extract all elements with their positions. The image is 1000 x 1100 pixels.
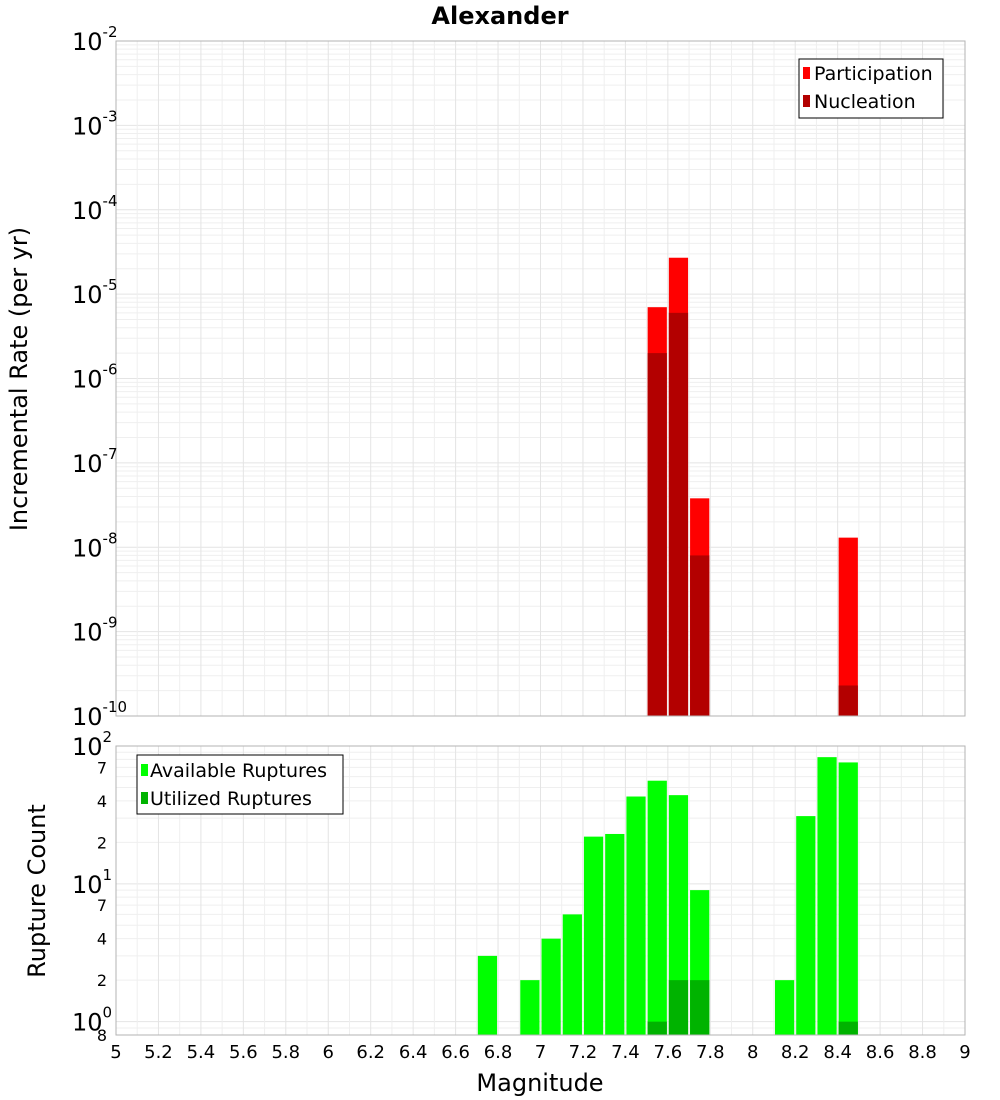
x-tick-label: 5.4 [187,1042,216,1063]
x-tick-label: 8.6 [866,1042,895,1063]
available-ruptures-bar [562,914,582,1035]
count-y-minor-tick-label: 7 [97,758,107,777]
count-y-minor-tick-label: 7 [97,896,107,915]
legend-label-available: Available Ruptures [150,760,327,782]
count-y-minor-tick-label: 4 [97,930,107,949]
rate-y-axis-label: Incremental Rate (per yr) [5,227,33,531]
available-ruptures-bar [520,980,540,1035]
nucleation-bar [690,555,710,716]
rate-y-tick-label: 10-7 [72,445,118,478]
utilized-ruptures-bar [690,980,710,1035]
legend-swatch-available [141,764,148,776]
x-tick-label: 8 [747,1042,758,1063]
rate-bars [647,257,858,716]
rate-y-tick-label: 10-5 [72,276,118,309]
rate-grid [115,41,966,717]
utilized-ruptures-bar [838,1021,858,1035]
x-tick-label: 7.6 [654,1042,683,1063]
chart-title: Alexander [431,2,568,30]
count-y-minor-tick-label: 4 [97,792,107,811]
count-y-tick-label: 101 [72,866,112,899]
count-legend-box [136,754,344,815]
utilized-ruptures-bar [647,1021,667,1035]
x-tick-label: 7 [535,1042,546,1063]
available-ruptures-bar [583,836,604,1035]
legend-label-participation: Participation [814,63,933,85]
nucleation-bar [668,312,689,716]
nucleation-bar [647,353,667,716]
x-tick-label: 6.8 [484,1042,513,1063]
rate-y-ticks: 10-10 10-9 10-8 10-7 10-6 10-5 10-4 10-3 10-2 [72,23,127,731]
legend-swatch-nucleation [803,95,810,107]
x-tick-label: 5 [110,1042,121,1063]
available-ruptures-bar [817,757,837,1035]
count-y-minor-tick-label: 2 [97,971,107,990]
legend-swatch-utilized [141,792,148,804]
x-tick-label: 6.6 [441,1042,470,1063]
available-ruptures-bar [541,938,561,1035]
count-y-axis-label: Rupture Count [23,804,51,978]
utilized-ruptures-bar [668,980,689,1035]
rate-y-tick-label: 10-6 [72,361,118,394]
rate-plot-border [115,40,966,717]
available-ruptures-bar [477,955,498,1035]
x-tick-label: 5.6 [229,1042,258,1063]
rate-legend-box [798,58,944,119]
rate-y-tick-label: 10-10 [72,698,127,731]
legend-label-utilized: Utilized Ruptures [150,788,312,810]
rate-y-tick-label: 10-3 [72,107,118,140]
x-tick-label: 5.8 [271,1042,300,1063]
x-tick-label: 8.4 [823,1042,852,1063]
count-legend: Available Ruptures Utilized Ruptures [136,754,344,815]
available-ruptures-bar [796,816,816,1035]
available-ruptures-bar [838,762,858,1035]
x-tick-label: 7.2 [569,1042,598,1063]
participation-bar [838,537,858,716]
count-y-minor-tick-label: 2 [97,833,107,852]
rate-y-tick-label: 10-2 [72,23,118,56]
count-bars [477,757,858,1035]
nucleation-bar [838,685,858,716]
available-ruptures-bar [668,795,689,1035]
count-plot-border [115,745,966,1036]
available-ruptures-bar [647,780,667,1035]
x-tick-label: 6 [323,1042,334,1063]
x-tick-label: 7.4 [611,1042,640,1063]
legend-label-nucleation: Nucleation [814,91,916,113]
legend-swatch-participation [803,67,810,79]
x-tick-label: 8.8 [908,1042,937,1063]
available-ruptures-bar [626,796,646,1035]
x-tick-label: 5.2 [144,1042,173,1063]
count-y-minor-tick-label: 8 [97,1026,107,1045]
x-tick-label: 6.4 [399,1042,428,1063]
x-tick-label: 6.2 [356,1042,385,1063]
x-tick-label: 8.2 [781,1042,810,1063]
rate-y-tick-label: 10-8 [72,529,118,562]
rate-y-tick-label: 10-4 [72,192,118,225]
count-y-tick-label: 102 [72,728,112,761]
rate-legend: Participation Nucleation [798,58,944,119]
available-ruptures-bar [774,980,795,1035]
x-tick-label: 7.8 [696,1042,725,1063]
rate-panel: 10-10 10-9 10-8 10-7 10-6 10-5 10-4 10-3 10-2 In… [5,23,966,731]
x-ticks: 5 5.2 5.4 5.6 5.8 6 6.2 6.4 6.6 6.8 7 7.2 7.4 7.6 7.8 8… [110,1042,970,1063]
x-tick-label: 9 [959,1042,970,1063]
x-axis-label: Magnitude [476,1069,603,1097]
available-ruptures-bar [605,833,625,1035]
rate-y-tick-label: 10-9 [72,614,118,647]
